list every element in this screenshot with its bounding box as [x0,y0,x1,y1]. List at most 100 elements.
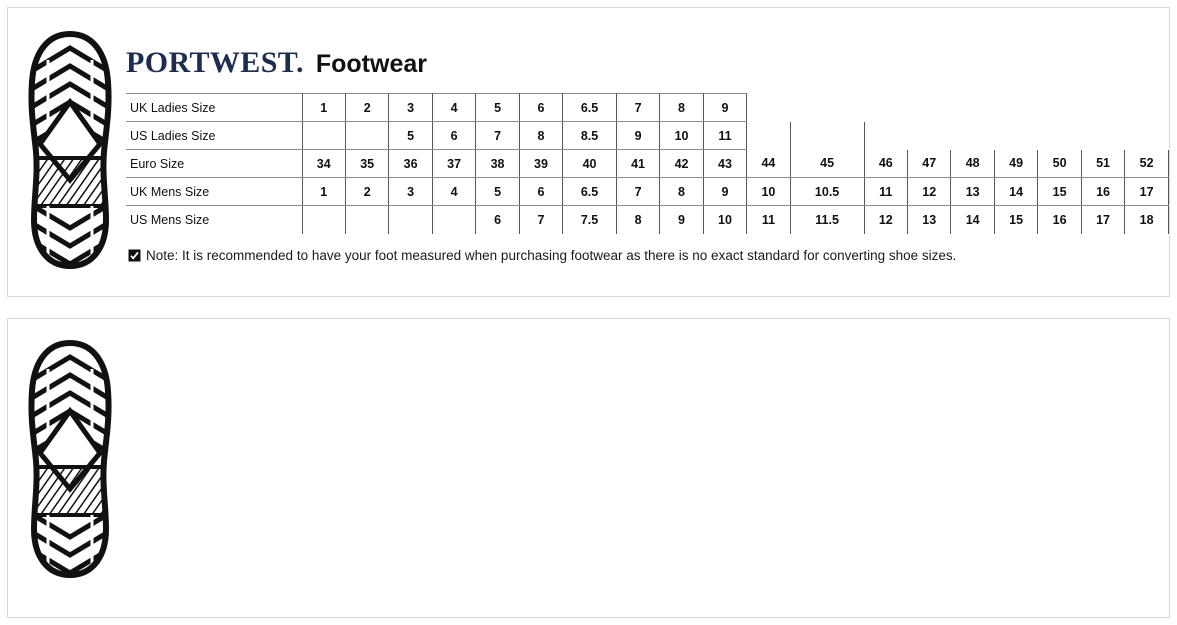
table-cell: 8.5 [562,121,617,150]
table-cell: 50 [1037,149,1082,178]
table-cell: 43 [703,149,748,178]
table-cell [908,122,951,150]
table-cell: 16 [1081,177,1126,206]
table-cell [951,94,994,122]
table-cell: 8 [659,93,704,122]
table-cell [1125,94,1169,122]
row-label: UK Ladies Size [126,93,303,122]
table-cell: 17 [1124,177,1169,206]
table-cell: 7 [519,205,564,234]
table-cell: 1 [302,93,346,122]
table-cell: 51 [1081,149,1126,178]
table-cell: 42 [659,149,704,178]
table-cell: 18 [1124,205,1169,234]
table-cell: 34 [302,149,346,178]
table-cell: 1 [302,177,346,206]
table-cell: 6 [475,205,520,234]
table-cell: 6 [432,121,477,150]
table-cell [790,94,864,122]
table-cell: 10.5 [790,177,865,206]
table-cell: 52 [1124,149,1169,178]
row-label: UK Mens Size [126,177,303,206]
table-cell: 13 [907,205,952,234]
table-cell: 9 [703,93,748,122]
table-cell: 12 [907,177,952,206]
table-cell: 49 [994,149,1039,178]
table-cell: 47 [907,149,952,178]
table-cell: 9 [616,121,661,150]
row-label: US Mens Size [126,205,303,234]
table-cell: 8 [519,121,564,150]
table-cell: 14 [994,177,1039,206]
table-cell: 4 [432,177,477,206]
table-cell: 8 [659,177,704,206]
table-cell [908,94,951,122]
table-cell: 7 [616,93,661,122]
table-cell: 9 [659,205,704,234]
table-cell [994,122,1037,150]
table-cell [345,121,390,150]
table-cell: 35 [345,149,390,178]
table-cell: 9 [703,177,748,206]
table-cell: 16 [1037,205,1082,234]
table-cell: 15 [994,205,1039,234]
table-cell [1081,122,1124,150]
portwest-note-text: Note: It is recommended to have your foo… [146,248,957,263]
table-cell: 10 [659,121,704,150]
portwest-size-table: UK Ladies Size 1 2 3 4 5 6 6.5 7 8 9 US Ladies Size… [126,93,1169,234]
table-cell [388,205,433,234]
table-cell [951,122,994,150]
table-cell: 14 [950,205,995,234]
portwest-note: Note: It is recommended to have your foo… [128,248,956,263]
table-cell: 10 [746,177,791,206]
table-cell [1038,94,1081,122]
shoe-sole-tread-icon [26,30,114,270]
portwest-category-label: Footwear [315,50,427,78]
table-cell [863,121,908,150]
table-cell: 3 [388,177,433,206]
table-cell: 44 [746,149,791,178]
portwest-wordmark: PORTWEST. [126,46,304,79]
table-cell [1081,94,1124,122]
row-label: US Ladies Size [126,121,303,150]
table-cell: 11 [746,205,791,234]
table-cell: 2 [345,93,390,122]
row-label: Euro Size [126,149,303,178]
table-cell: 11 [864,177,909,206]
checkbox-checked-icon [128,249,141,262]
table-cell [1038,122,1081,150]
table-cell: 15 [1037,177,1082,206]
table-row: US Ladies Size 5 6 7 8 8.5 9 10 11 [126,121,1169,150]
table-row: UK Mens Size 1 2 3 4 5 6 6.5 7 8 9 10 10.5 11 12 13 14 15… [126,177,1169,206]
table-cell [345,205,390,234]
table-cell [302,121,346,150]
table-cell: 6.5 [562,177,617,206]
portwest-size-chart-card: PORTWEST. Footwear UK Ladies Size 1 2 3 4 5 6 6… [7,7,1170,297]
table-cell: 37 [432,149,477,178]
table-cell: 2 [345,177,390,206]
table-cell: 11 [703,121,748,150]
table-cell: 3 [388,93,433,122]
table-cell: 11.5 [790,205,865,234]
table-cell: 6.5 [562,93,617,122]
shoe-sole-tread-icon [26,339,114,579]
table-cell: 5 [388,121,433,150]
table-cell: 4 [432,93,477,122]
table-cell: 38 [475,149,520,178]
table-cell: 8 [616,205,661,234]
table-row: US Mens Size 6 7 7.5 8 9 10 11 11.5 12 13 14 15 16 17 1… [126,205,1169,234]
table-cell: 12 [864,205,909,234]
table-cell: 36 [388,149,433,178]
table-cell: 10 [703,205,748,234]
table-cell: 7 [616,177,661,206]
table-cell: 46 [864,149,909,178]
table-cell: 48 [950,149,995,178]
table-cell [432,205,477,234]
table-cell: 5 [475,93,520,122]
table-cell [747,122,790,150]
table-cell: 7.5 [562,205,617,234]
table-cell: 6 [519,93,564,122]
portwest-table-body: UK Ladies Size 1 2 3 4 5 6 6.5 7 8 9 US Ladies Size… [126,93,1169,234]
table-cell: 41 [616,149,661,178]
table-cell [789,121,865,150]
